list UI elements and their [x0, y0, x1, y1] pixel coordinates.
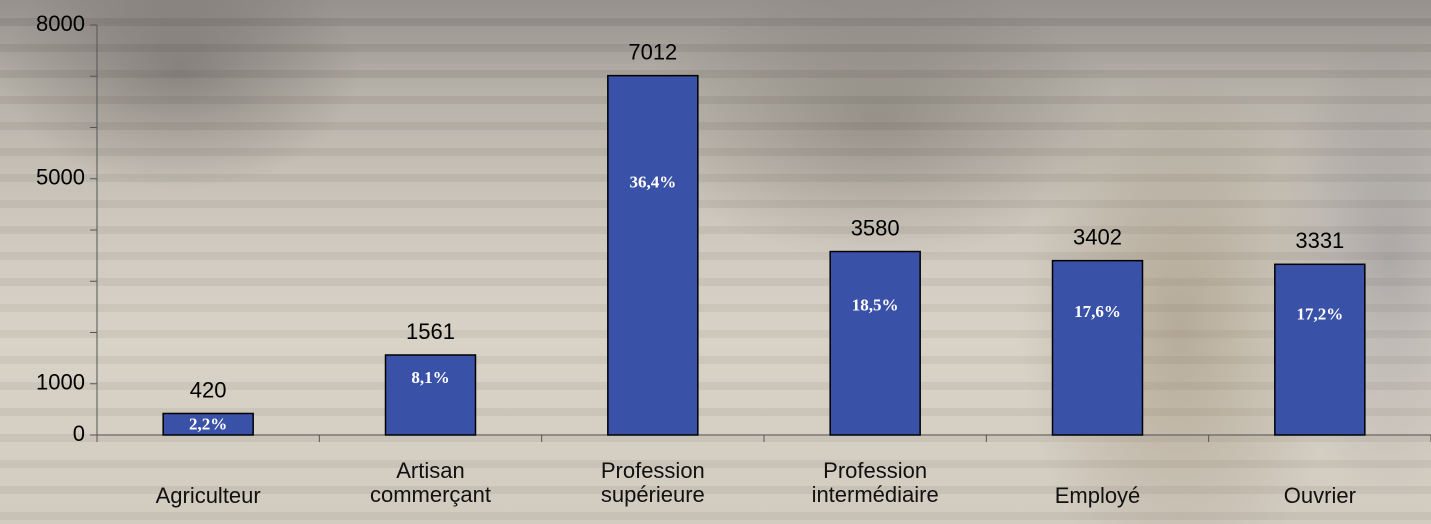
page: 0 1000 5000 8000 420 2,2% 1561 8,1% 7012 36,4% 358… [0, 0, 1431, 524]
value-label: 420 [190, 377, 227, 402]
x-tick-label: Profession intermédiaire [765, 459, 985, 507]
chart: 0 1000 5000 8000 420 2,2% 1561 8,1% 7012 36,4% 358… [0, 0, 1431, 524]
value-label: 3402 [1073, 224, 1122, 249]
bar [830, 252, 920, 435]
percent-label: 17,6% [1074, 302, 1121, 321]
y-tick-label: 1000 [36, 370, 85, 395]
bar [608, 76, 698, 435]
percent-label: 18,5% [852, 295, 899, 314]
y-tick-label: 8000 [36, 11, 85, 36]
value-label: 7012 [628, 39, 677, 64]
percent-label: 36,4% [629, 172, 676, 191]
bar [1053, 261, 1143, 435]
value-label: 1561 [406, 319, 455, 344]
x-tick-label: Agriculteur [98, 484, 318, 508]
y-tick-label: 0 [73, 421, 85, 446]
value-label: 3331 [1295, 228, 1344, 253]
y-tick-label: 5000 [36, 165, 85, 190]
x-tick-label: Profession supérieure [543, 459, 763, 507]
percent-label: 17,2% [1296, 304, 1343, 323]
x-tick-label: Employé [988, 484, 1208, 508]
bar [1275, 264, 1365, 435]
value-label: 3580 [851, 215, 900, 240]
x-tick-label: Ouvrier [1210, 484, 1430, 508]
percent-label: 8,1% [411, 368, 449, 387]
x-tick-label: Artisan commerçant [321, 459, 541, 507]
percent-label: 2,2% [189, 414, 227, 433]
